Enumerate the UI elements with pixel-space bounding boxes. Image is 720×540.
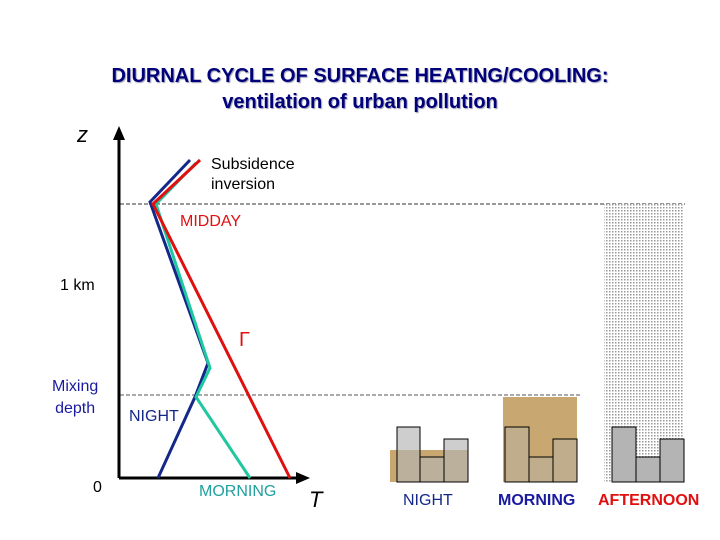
afternoon-building xyxy=(659,438,685,483)
night-building xyxy=(419,456,445,483)
morning-building xyxy=(504,426,530,483)
subsidence-inversion-label: Subsidence inversion xyxy=(211,156,295,193)
afternoon-panel-label: AFTERNOON xyxy=(598,492,700,509)
midday-label: MIDDAY xyxy=(180,213,242,230)
morning-building xyxy=(552,438,578,483)
morning-panel-label: MORNING xyxy=(498,492,576,509)
night-building xyxy=(443,438,469,483)
morning-profile-label: MORNING xyxy=(199,483,277,500)
night-profile-label: NIGHT xyxy=(129,408,179,425)
night-panel-label: NIGHT xyxy=(403,492,453,509)
gamma-label: Γ xyxy=(239,329,251,351)
t-axis-label: T xyxy=(309,487,323,512)
title-line-1: DIURNAL CYCLE OF SURFACE HEATING/COOLING… xyxy=(111,65,609,87)
morning-building xyxy=(528,456,554,483)
morning-profile xyxy=(154,161,252,479)
afternoon-building xyxy=(635,456,661,483)
tick-1km: 1 km xyxy=(60,277,95,294)
t-axis-arrow xyxy=(296,472,310,484)
tick-zero: 0 xyxy=(93,479,102,496)
mixing-depth-label: Mixing depth xyxy=(52,378,99,417)
title-line-2: ventilation of urban pollution xyxy=(222,91,498,113)
afternoon-building xyxy=(611,426,637,483)
midday-profile xyxy=(151,158,292,479)
z-axis-arrow xyxy=(113,126,125,140)
night-building xyxy=(396,426,421,483)
z-axis-label: z xyxy=(77,122,88,147)
